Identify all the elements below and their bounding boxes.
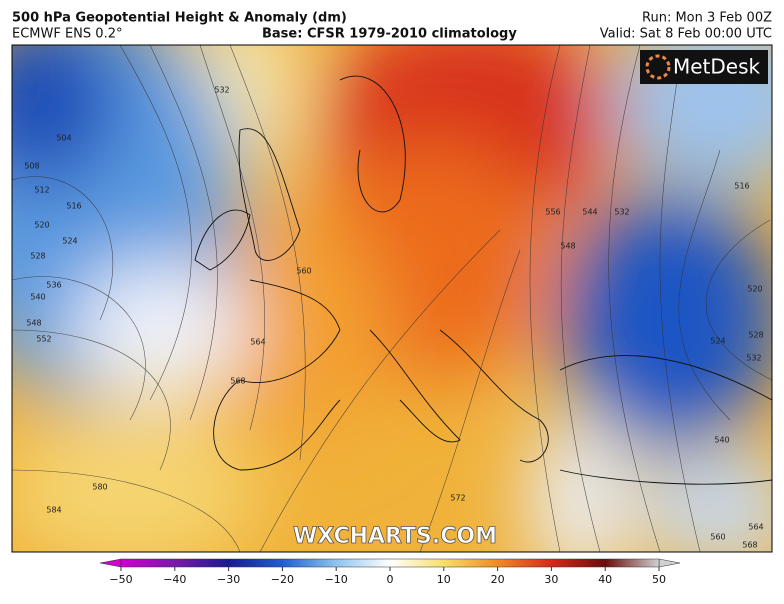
contour-label: 580 (92, 483, 107, 492)
logo-icon (645, 54, 671, 80)
contour-label: 532 (614, 208, 629, 217)
contour-label: 516 (734, 182, 749, 191)
colorbar-tick-label: 10 (437, 573, 451, 586)
contour-label: 532 (746, 354, 761, 363)
contour-label: 536 (46, 281, 61, 290)
colorbar-tick-label: −30 (217, 573, 240, 586)
colorbar-tick-label: 30 (544, 573, 558, 586)
contour-label: 584 (46, 506, 61, 515)
contours (12, 45, 772, 552)
colorbar: −50 −40 −30 −20 −10 0 10 20 30 40 50 (99, 558, 681, 586)
colorbar-right-end (658, 558, 681, 568)
colorbar-tick-label: 40 (598, 573, 612, 586)
contour-label: 560 (296, 267, 311, 276)
map: 5325045085125165205245285365405485525605… (12, 45, 772, 552)
logo: MetDesk (673, 55, 761, 79)
contour-label: 568 (742, 541, 757, 550)
contour-label: 552 (36, 335, 51, 344)
contour-label: 556 (545, 208, 560, 217)
contour-label: 540 (714, 436, 729, 445)
contour-label: 540 (30, 293, 45, 302)
contour-label: 504 (56, 134, 71, 143)
model: ECMWF ENS 0.2° (12, 27, 122, 42)
logo-box (640, 50, 768, 84)
contour-label: 532 (214, 86, 229, 95)
contour-label: 564 (250, 338, 265, 347)
coastlines (194, 75, 772, 485)
contour-label: 564 (748, 523, 763, 532)
colorbar-tick-label: −20 (271, 573, 294, 586)
contour-label: 512 (34, 186, 49, 195)
colorbar-tick-label: −40 (163, 573, 186, 586)
colorbar-tick-label: 0 (387, 573, 394, 586)
contour-label: 568 (230, 377, 245, 386)
contour-label: 524 (62, 237, 77, 246)
contour-label: 508 (24, 162, 39, 171)
contour-label: 520 (34, 221, 49, 230)
colorbar-tick-label: 50 (652, 573, 666, 586)
colorbar-tick-label: −50 (109, 573, 132, 586)
run: Run: Mon 3 Feb 00Z (642, 11, 772, 26)
contour-label: 548 (26, 319, 41, 328)
colorbar-tick-label: −10 (325, 573, 348, 586)
contour-label: 516 (66, 202, 81, 211)
contour-label: 528 (748, 331, 763, 340)
contour-label: 528 (30, 252, 45, 261)
contour-label: 520 (747, 285, 762, 294)
valid: Valid: Sat 8 Feb 00:00 UTC (600, 27, 772, 42)
contour-label: 524 (710, 337, 725, 346)
colorbar-left-end (99, 558, 122, 568)
title: 500 hPa Geopotential Height & Anomaly (d… (12, 11, 347, 26)
colorbar-bar (120, 558, 660, 568)
contour-label: 544 (582, 208, 597, 217)
colorbar-tick-label: 20 (491, 573, 505, 586)
contour-label: 548 (560, 242, 575, 251)
map-frame (11, 44, 773, 553)
base: Base: CFSR 1979-2010 climatology (262, 27, 517, 42)
watermark: WXCHARTS.COM (293, 524, 497, 549)
contour-label: 560 (710, 533, 725, 542)
contour-label: 572 (450, 494, 465, 503)
contour-labels: 5325045085125165205245285365405485525605… (24, 86, 763, 550)
